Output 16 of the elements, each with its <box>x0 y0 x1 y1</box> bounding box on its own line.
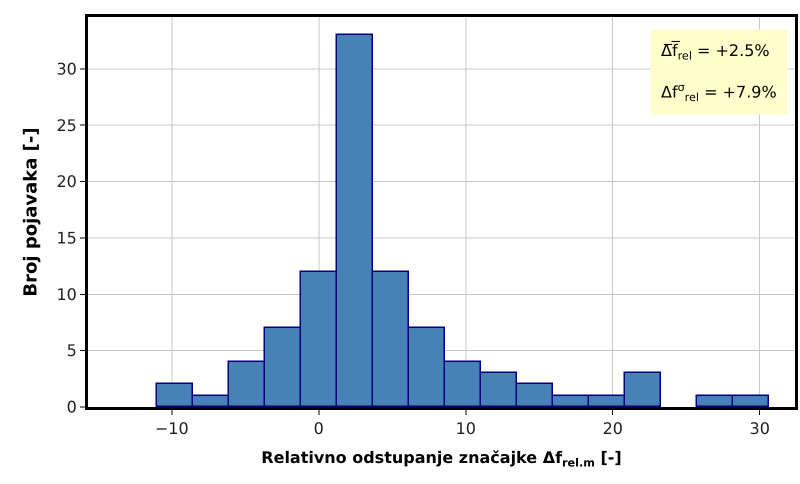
x-tick-label: 30 <box>750 419 770 438</box>
x-tick-label: 0 <box>314 419 324 438</box>
y-tick-label: 20 <box>56 172 77 192</box>
x-tick-label: −10 <box>154 419 189 438</box>
y-tick-label: 30 <box>56 59 77 78</box>
y-axis-title: Broj pojavaka [-] <box>20 127 42 297</box>
y-tick-label: 25 <box>56 116 77 135</box>
y-tick-label: 5 <box>66 341 77 360</box>
y-tick-label: 0 <box>66 398 77 417</box>
x-axis-title: Relativno odstupanje značajke Δf$_{rel.m}$ [-] <box>261 448 622 470</box>
annotation: Δf$^{σ}$$_{rel}$ = +7.9% <box>661 80 777 104</box>
annotation: Δ̅f̅$_{rel}$ = +2.5% <box>661 40 770 62</box>
x-tick-label: 20 <box>602 419 623 438</box>
x-tick-label: 10 <box>456 419 476 438</box>
y-tick-label: 15 <box>56 228 77 248</box>
y-tick-label: 10 <box>56 284 77 304</box>
